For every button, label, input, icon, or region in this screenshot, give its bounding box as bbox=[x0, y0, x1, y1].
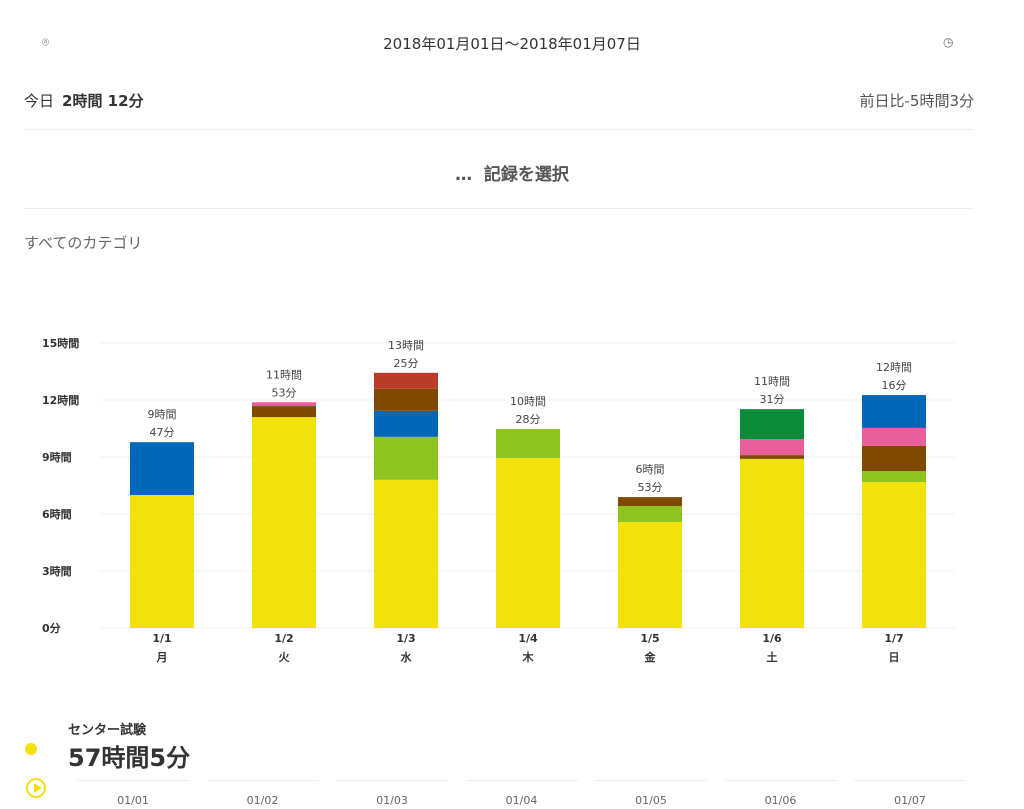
timeline-track bbox=[724, 780, 837, 781]
bar-segment[interactable] bbox=[252, 406, 316, 418]
select-record-button[interactable]: … 記録を選択 bbox=[0, 160, 1024, 185]
bar-segment[interactable] bbox=[862, 482, 926, 628]
bar-segment[interactable] bbox=[740, 409, 804, 440]
select-record-label: 記録を選択 bbox=[483, 165, 569, 185]
x-tick-label: 1/6 bbox=[762, 632, 782, 645]
today-value: 2時間 12分 bbox=[62, 92, 144, 110]
total-label: 31分 bbox=[760, 393, 785, 406]
y-tick-label: 0分 bbox=[42, 621, 61, 635]
bar-segment[interactable] bbox=[862, 445, 926, 472]
x-tick-label: 1/5 bbox=[640, 632, 659, 645]
date-range[interactable]: 2018年01月01日〜2018年01月07日 bbox=[383, 35, 641, 53]
bar-segment[interactable] bbox=[496, 429, 560, 458]
compare-text: 前日比-5時間3分 bbox=[859, 92, 974, 110]
stacked-bar-chart: 0分 3時間 6時間 9時間 12時間 15時間 9時間 47分 1/1 月 11時間 53分 1/2 火… bbox=[42, 336, 955, 664]
bar-segment[interactable] bbox=[374, 410, 438, 437]
divider bbox=[24, 208, 974, 209]
more-icon: … bbox=[455, 165, 473, 185]
x-tick-label: 1/3 bbox=[396, 632, 415, 645]
bar-segment[interactable] bbox=[862, 395, 926, 428]
total-label: 12時間 bbox=[876, 361, 912, 374]
bar-segment[interactable] bbox=[130, 495, 194, 628]
x-weekday-label: 金 bbox=[644, 650, 657, 664]
bar-segment[interactable] bbox=[252, 417, 316, 628]
bar-segment[interactable] bbox=[862, 471, 926, 483]
total-label: 47分 bbox=[150, 426, 175, 439]
today-label: 今日 bbox=[24, 92, 55, 110]
divider bbox=[24, 129, 974, 130]
bar-segment[interactable] bbox=[862, 427, 926, 446]
location-pin-icon[interactable]: ⌾ bbox=[42, 35, 50, 49]
play-icon[interactable] bbox=[26, 778, 46, 798]
bar-segment[interactable] bbox=[130, 442, 194, 495]
total-label: 9時間 bbox=[148, 408, 177, 421]
x-weekday-label: 木 bbox=[522, 650, 535, 664]
timeline-date: 01/02 bbox=[246, 794, 279, 807]
total-label: 28分 bbox=[516, 413, 541, 426]
category-filter[interactable]: すべてのカテゴリ bbox=[24, 234, 143, 252]
timeline-track bbox=[206, 780, 319, 781]
x-weekday-label: 土 bbox=[767, 650, 778, 664]
x-weekday-label: 水 bbox=[401, 650, 413, 664]
bar-segment[interactable] bbox=[374, 479, 438, 628]
timeline-track bbox=[465, 780, 578, 781]
legend-total: 57時間5分 bbox=[68, 744, 191, 772]
total-label: 6時間 bbox=[636, 463, 665, 476]
timeline-date: 01/04 bbox=[505, 794, 538, 807]
y-tick-label: 3時間 bbox=[42, 564, 72, 578]
x-tick-label: 1/4 bbox=[518, 632, 538, 645]
bar-segment[interactable] bbox=[374, 388, 438, 411]
x-tick-label: 1/7 bbox=[884, 632, 903, 645]
bar-segment[interactable] bbox=[740, 458, 804, 628]
total-label: 53分 bbox=[638, 481, 663, 494]
y-tick-label: 15時間 bbox=[42, 336, 79, 350]
timeline-date: 01/06 bbox=[764, 794, 797, 807]
total-label: 16分 bbox=[882, 379, 907, 392]
bar-segment[interactable] bbox=[374, 372, 438, 389]
legend-color-dot bbox=[25, 743, 37, 755]
total-label: 11時間 bbox=[754, 375, 790, 388]
timeline-date: 01/03 bbox=[376, 794, 408, 807]
bar-segment[interactable] bbox=[618, 497, 682, 507]
clock-icon[interactable]: ◷ bbox=[943, 35, 954, 49]
x-tick-label: 1/2 bbox=[274, 632, 293, 645]
timeline-date: 01/05 bbox=[635, 794, 667, 807]
total-label: 53分 bbox=[272, 386, 297, 399]
x-weekday-label: 月 bbox=[156, 651, 168, 664]
x-weekday-label: 火 bbox=[279, 651, 291, 664]
y-tick-label: 12時間 bbox=[42, 393, 79, 407]
bar-segment[interactable] bbox=[252, 402, 316, 407]
timeline-date: 01/07 bbox=[894, 794, 926, 807]
timeline-track bbox=[595, 780, 707, 781]
total-label: 11時間 bbox=[266, 368, 302, 381]
today-summary: 今日 2時間 12分 bbox=[24, 90, 144, 111]
y-tick-label: 6時間 bbox=[42, 507, 72, 521]
total-label: 13時間 bbox=[388, 339, 424, 352]
bar-segment[interactable] bbox=[374, 436, 438, 480]
timeline-track bbox=[77, 780, 189, 781]
bar-segment[interactable] bbox=[618, 506, 682, 522]
bar-segment[interactable] bbox=[496, 457, 560, 628]
total-label: 25分 bbox=[394, 357, 419, 370]
timeline-date: 01/01 bbox=[117, 794, 149, 807]
timeline-track bbox=[854, 780, 966, 781]
x-tick-label: 1/1 bbox=[152, 632, 171, 645]
bar-segment[interactable] bbox=[740, 455, 804, 459]
total-label: 10時間 bbox=[510, 395, 546, 408]
y-tick-label: 9時間 bbox=[42, 450, 72, 464]
timeline-track bbox=[336, 780, 448, 781]
x-weekday-label: 日 bbox=[889, 651, 900, 664]
legend-name: センター試験 bbox=[68, 723, 147, 738]
bar-segment[interactable] bbox=[618, 521, 682, 628]
bar-segment[interactable] bbox=[740, 439, 804, 456]
